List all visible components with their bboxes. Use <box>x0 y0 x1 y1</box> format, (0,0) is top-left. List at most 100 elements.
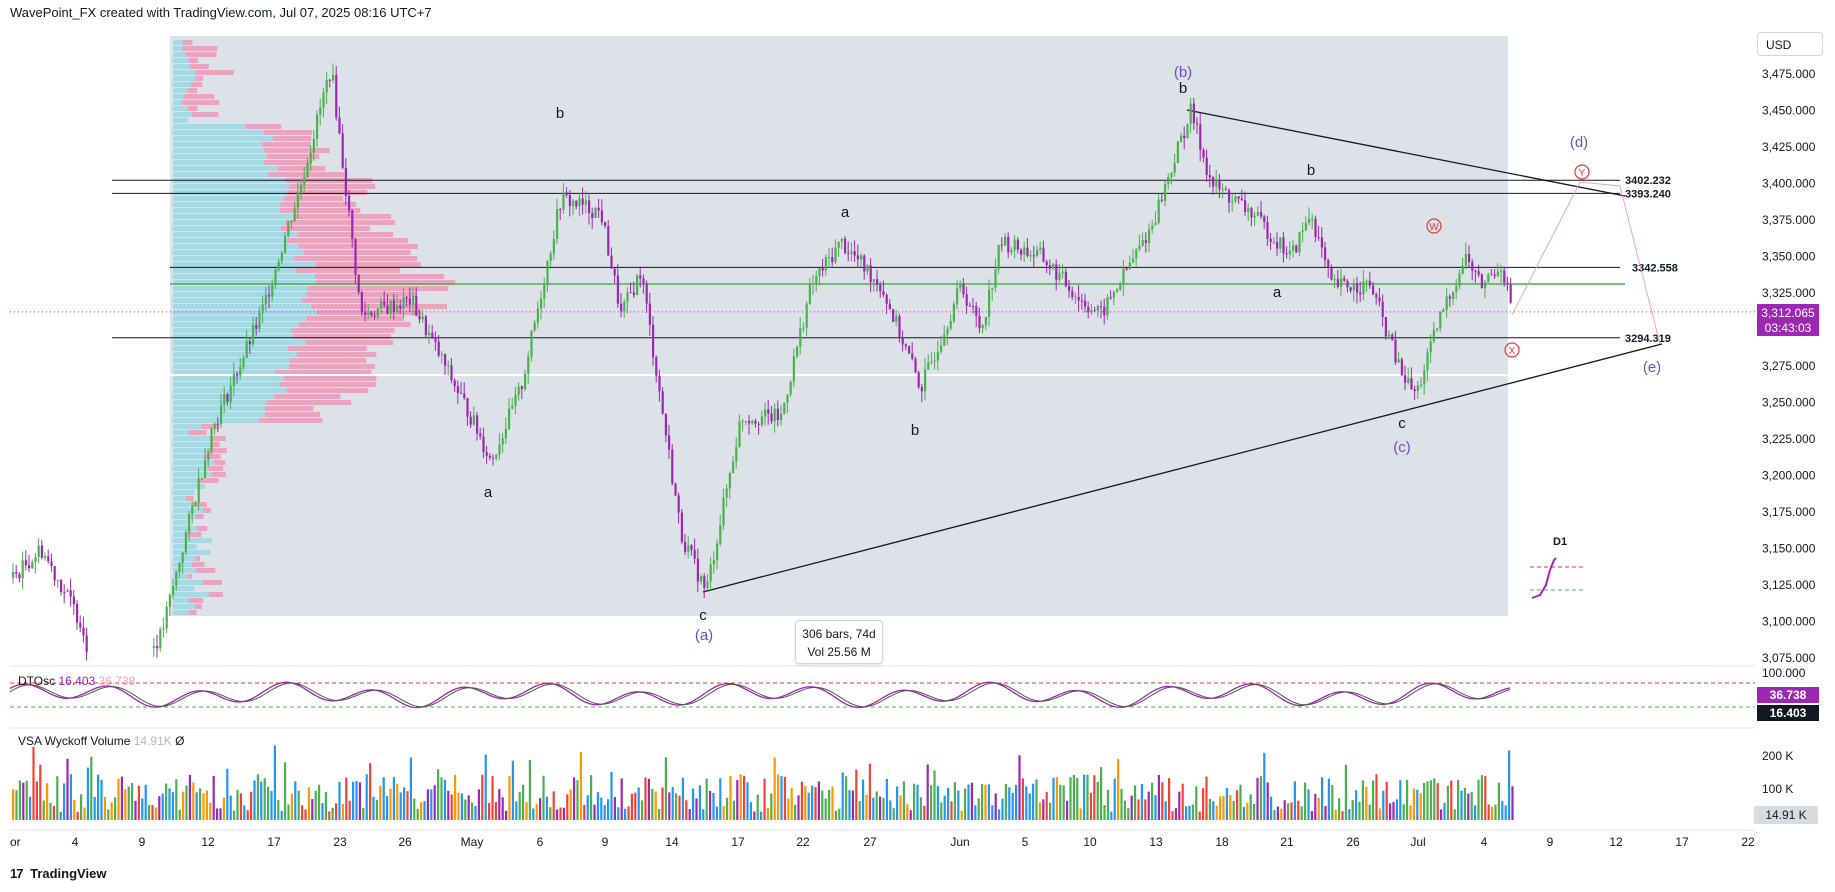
candle-body <box>386 305 389 314</box>
volume-bar <box>15 790 18 820</box>
currency-selector[interactable]: USD <box>1757 32 1823 56</box>
volume-bar <box>1446 785 1449 820</box>
wave-label[interactable]: c <box>699 607 707 624</box>
volume-bar <box>314 790 317 820</box>
candle-body <box>1327 260 1330 268</box>
volume-bar <box>1086 774 1089 820</box>
profile-bar-sell <box>191 502 207 507</box>
candle-body <box>367 312 370 315</box>
volume-bar <box>1300 806 1303 820</box>
lower-trendline[interactable] <box>702 343 1663 593</box>
wave-label[interactable]: b <box>911 422 919 439</box>
wave-label[interactable]: b <box>556 105 564 122</box>
wave-label[interactable]: b <box>1179 80 1187 97</box>
price-tick: 3,075.000 <box>1762 651 1816 665</box>
candle-body <box>1471 262 1474 271</box>
wave-label[interactable]: a <box>1273 284 1282 301</box>
volume-bar <box>209 802 212 820</box>
profile-bar-sell <box>273 394 341 399</box>
candle-body <box>319 107 322 115</box>
profile-bar-sell <box>264 412 321 417</box>
volume-bar <box>889 800 892 820</box>
wave-label-degree[interactable]: (d) <box>1570 134 1588 151</box>
wxy-marker <box>1574 164 1590 180</box>
profile-bar-sell <box>187 88 197 93</box>
candle-body <box>517 386 520 395</box>
candle-body <box>709 564 712 582</box>
volume-bar <box>501 797 504 820</box>
profile-bar-sell <box>279 208 361 213</box>
profile-bar-buy <box>173 232 298 237</box>
candle-body <box>1058 273 1061 280</box>
profile-bar-sell <box>264 406 314 411</box>
volume-bar <box>705 778 708 820</box>
volume-bar <box>1297 800 1300 820</box>
candle-body <box>1042 247 1045 262</box>
candle-body <box>1407 378 1410 383</box>
date-tick: 4 <box>72 835 79 849</box>
profile-bar-buy <box>173 286 308 291</box>
candle-body <box>12 571 15 578</box>
wave-label[interactable]: b <box>1307 162 1315 179</box>
wave-label-degree[interactable]: (b) <box>1174 64 1192 81</box>
triangle-trendlines[interactable] <box>702 109 1663 593</box>
oscillator-pane[interactable]: 100.000 <box>9 666 1806 709</box>
price-tick: 3,250.000 <box>1762 396 1816 410</box>
elliott-wave-labels[interactable]: b a a b c b a c b (a) (b) (c) (d) (e) W X Y <box>484 64 1661 644</box>
volume-bar <box>749 802 752 820</box>
candle-body <box>1436 328 1439 330</box>
volume-bar <box>1508 750 1511 820</box>
wave-label-degree[interactable]: (e) <box>1643 359 1661 376</box>
volume-bar <box>454 775 457 820</box>
volume-value: 14.91K <box>133 734 172 748</box>
price-axis[interactable]: 3,475.000 3,450.000 3,425.000 3,400.000 3,37… <box>1762 67 1816 665</box>
profile-bar-sell <box>202 508 211 513</box>
volume-bar <box>127 786 130 820</box>
volume-bar <box>729 775 732 820</box>
volume-bar <box>124 789 127 820</box>
profile-bar-buy <box>173 574 188 579</box>
volume-legend[interactable]: VSA Wyckoff Volume 14.91K Ø <box>18 734 184 748</box>
time-axis[interactable]: or 4 9 12 17 23 26 May 6 9 14 17 22 27 Jun 5 10 13 18 21 26 J… <box>10 835 1755 849</box>
volume-bar <box>719 778 722 820</box>
volume-bar <box>134 800 137 820</box>
volume-bar <box>1433 778 1436 820</box>
profile-bar-sell <box>264 148 330 153</box>
candle-body <box>495 454 498 459</box>
upper-trendline[interactable] <box>1186 109 1626 197</box>
volume-bar <box>154 807 157 820</box>
candle-body <box>1151 225 1154 230</box>
volume-bar <box>624 808 627 820</box>
candle-body <box>1183 135 1186 139</box>
volume-bar <box>195 792 198 820</box>
wave-label[interactable]: a <box>484 484 493 501</box>
wave-label-degree[interactable]: (c) <box>1393 439 1411 456</box>
osc-level-tick: 100.000 <box>1762 666 1806 680</box>
candle-body <box>1509 284 1512 303</box>
volume-bar <box>498 789 501 820</box>
candle-body <box>213 423 216 429</box>
wave-label[interactable]: c <box>1398 415 1406 432</box>
wave-label[interactable]: a <box>841 204 850 221</box>
tradingview-logo[interactable]: 17 TradingView <box>10 866 106 881</box>
volume-bar <box>1283 800 1286 820</box>
volume-bar <box>641 800 644 820</box>
candle-body <box>1496 271 1499 277</box>
wave-label-degree[interactable]: (a) <box>695 627 713 644</box>
volume-bar <box>664 757 667 820</box>
candle-body <box>1484 282 1487 289</box>
profile-bar-buy <box>173 100 183 105</box>
volume-bar <box>151 805 154 820</box>
oscillator-legend[interactable]: DTOsc 16.403 36.738 <box>18 674 135 688</box>
candle-body <box>252 325 255 345</box>
volume-bar <box>943 795 946 820</box>
volume-bar <box>763 778 766 820</box>
profile-bar-sell <box>264 160 313 165</box>
profile-bar-buy <box>173 448 209 453</box>
volume-bar <box>879 796 882 820</box>
profile-bar-sell <box>192 112 219 117</box>
profile-bar-buy <box>173 520 188 525</box>
candle-body <box>258 313 261 329</box>
